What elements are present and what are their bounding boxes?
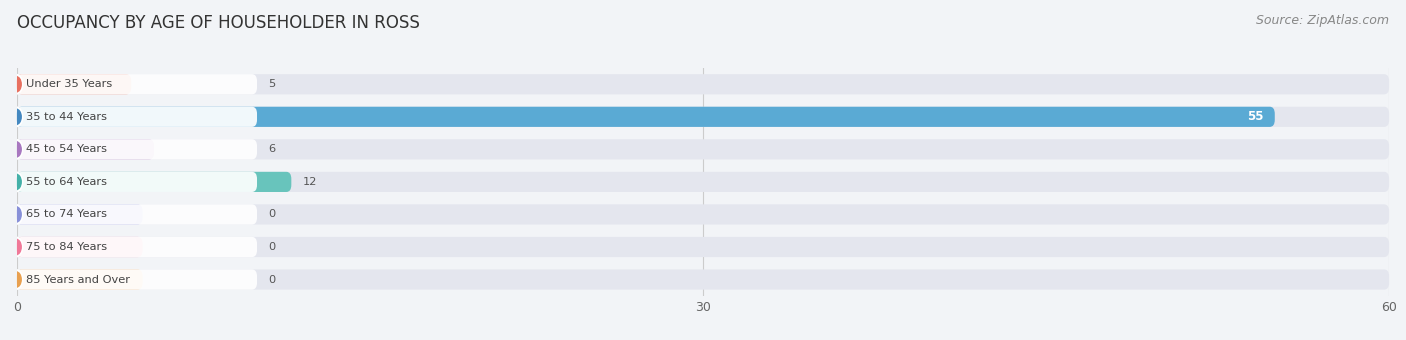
Text: 75 to 84 Years: 75 to 84 Years (25, 242, 107, 252)
Circle shape (10, 271, 22, 288)
FancyBboxPatch shape (17, 204, 1389, 224)
Circle shape (8, 74, 24, 95)
FancyBboxPatch shape (17, 107, 1275, 127)
Text: 12: 12 (302, 177, 318, 187)
Circle shape (8, 139, 24, 160)
FancyBboxPatch shape (17, 204, 142, 224)
FancyBboxPatch shape (17, 74, 1389, 95)
Text: 45 to 54 Years: 45 to 54 Years (25, 144, 107, 154)
Text: Under 35 Years: Under 35 Years (25, 79, 112, 89)
Circle shape (8, 171, 24, 192)
FancyBboxPatch shape (17, 107, 257, 127)
FancyBboxPatch shape (17, 237, 257, 257)
Text: 55: 55 (1247, 110, 1264, 123)
Text: 0: 0 (269, 274, 276, 285)
Text: 65 to 74 Years: 65 to 74 Years (25, 209, 107, 219)
FancyBboxPatch shape (17, 237, 1389, 257)
Text: 35 to 44 Years: 35 to 44 Years (25, 112, 107, 122)
FancyBboxPatch shape (17, 107, 1389, 127)
FancyBboxPatch shape (17, 139, 1389, 159)
FancyBboxPatch shape (17, 269, 142, 290)
FancyBboxPatch shape (17, 172, 257, 192)
FancyBboxPatch shape (17, 74, 257, 95)
FancyBboxPatch shape (17, 269, 1389, 290)
Circle shape (10, 76, 22, 93)
Circle shape (10, 239, 22, 255)
Circle shape (8, 106, 24, 128)
Text: 0: 0 (269, 209, 276, 219)
Circle shape (10, 173, 22, 190)
Text: 55 to 64 Years: 55 to 64 Years (25, 177, 107, 187)
Text: 5: 5 (269, 79, 276, 89)
Circle shape (10, 108, 22, 125)
FancyBboxPatch shape (17, 74, 131, 95)
FancyBboxPatch shape (17, 172, 1389, 192)
FancyBboxPatch shape (17, 139, 257, 159)
FancyBboxPatch shape (17, 204, 257, 224)
Text: OCCUPANCY BY AGE OF HOUSEHOLDER IN ROSS: OCCUPANCY BY AGE OF HOUSEHOLDER IN ROSS (17, 14, 420, 32)
Text: 0: 0 (269, 242, 276, 252)
Text: 85 Years and Over: 85 Years and Over (25, 274, 129, 285)
Circle shape (10, 206, 22, 223)
Circle shape (8, 236, 24, 258)
Circle shape (10, 141, 22, 158)
Text: Source: ZipAtlas.com: Source: ZipAtlas.com (1256, 14, 1389, 27)
FancyBboxPatch shape (17, 139, 155, 159)
FancyBboxPatch shape (17, 237, 142, 257)
Circle shape (8, 204, 24, 225)
Text: 6: 6 (269, 144, 276, 154)
FancyBboxPatch shape (17, 269, 257, 290)
FancyBboxPatch shape (17, 172, 291, 192)
Circle shape (8, 269, 24, 290)
